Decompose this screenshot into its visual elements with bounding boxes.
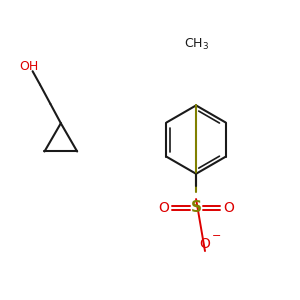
Text: O: O	[158, 201, 169, 215]
Text: OH: OH	[19, 60, 38, 73]
Text: S: S	[190, 200, 202, 215]
Text: −: −	[212, 231, 222, 241]
Text: CH$_3$: CH$_3$	[184, 37, 208, 52]
Text: O: O	[223, 201, 234, 215]
Text: O: O	[200, 237, 210, 250]
